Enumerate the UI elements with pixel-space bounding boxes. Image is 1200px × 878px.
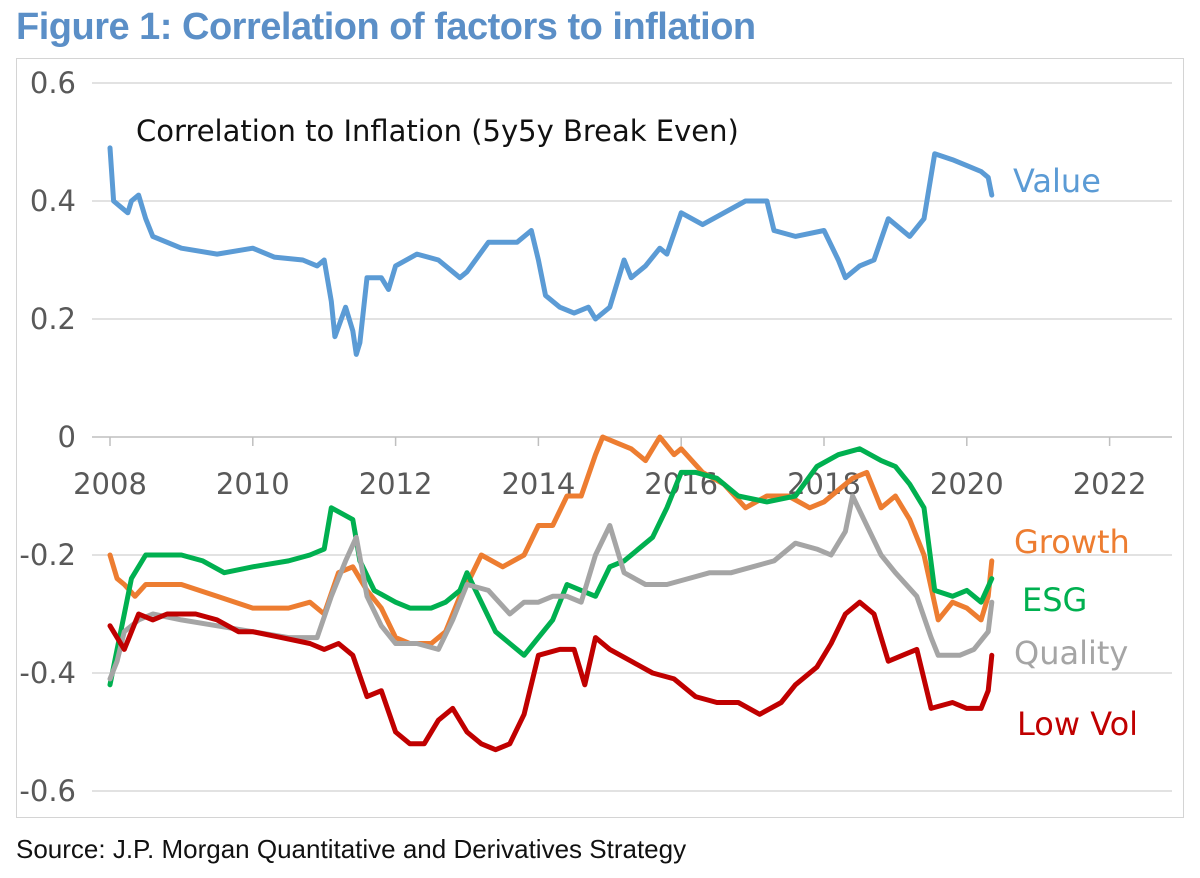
series-label-value: Value: [1013, 162, 1101, 200]
series-line-low-vol: [107, 599, 995, 753]
chart-frame: [16, 58, 1184, 818]
y-axis: 0.6 0.4 0.2 0 -0.2 -0.4 -0.6: [19, 66, 76, 808]
series-label-low-vol: Low Vol: [1017, 705, 1138, 743]
series-line-esg: [107, 446, 995, 688]
y-tick-label: 0.2: [30, 302, 76, 336]
x-tick-label: 2020: [930, 467, 1004, 501]
figure-title: Figure 1: Correlation of factors to infl…: [16, 6, 756, 48]
series-lines: [107, 145, 995, 753]
series-labels: Value Growth ESG Quality Low Vol: [1013, 162, 1138, 743]
series-label-quality: Quality: [1014, 634, 1128, 672]
x-tick-label: 2012: [359, 467, 433, 501]
y-tick-label: 0: [58, 420, 76, 454]
y-tick-label: -0.6: [19, 774, 76, 808]
chart-title: Correlation to Inflation (5y5y Break Eve…: [136, 114, 739, 148]
y-tick-label: 0.6: [30, 66, 76, 100]
series-label-growth: Growth: [1014, 523, 1130, 561]
grid-lines: [92, 82, 1172, 792]
x-tick-label: 2010: [216, 467, 290, 501]
x-tick-label: 2008: [73, 467, 147, 501]
series-line-value: [107, 145, 995, 357]
x-axis: 2008 2010 2012 2014 2016 2018 2020 2022: [73, 436, 1172, 501]
series-line-quality: [107, 493, 995, 682]
series-label-esg: ESG: [1022, 581, 1087, 619]
source-note: Source: J.P. Morgan Quantitative and Der…: [16, 834, 687, 864]
x-tick-label: 2014: [501, 467, 575, 501]
y-tick-label: -0.4: [19, 656, 76, 690]
y-tick-label: 0.4: [30, 184, 76, 218]
series-line-growth: [107, 434, 995, 646]
y-tick-label: -0.2: [19, 538, 76, 572]
x-tick-label: 2022: [1073, 467, 1147, 501]
